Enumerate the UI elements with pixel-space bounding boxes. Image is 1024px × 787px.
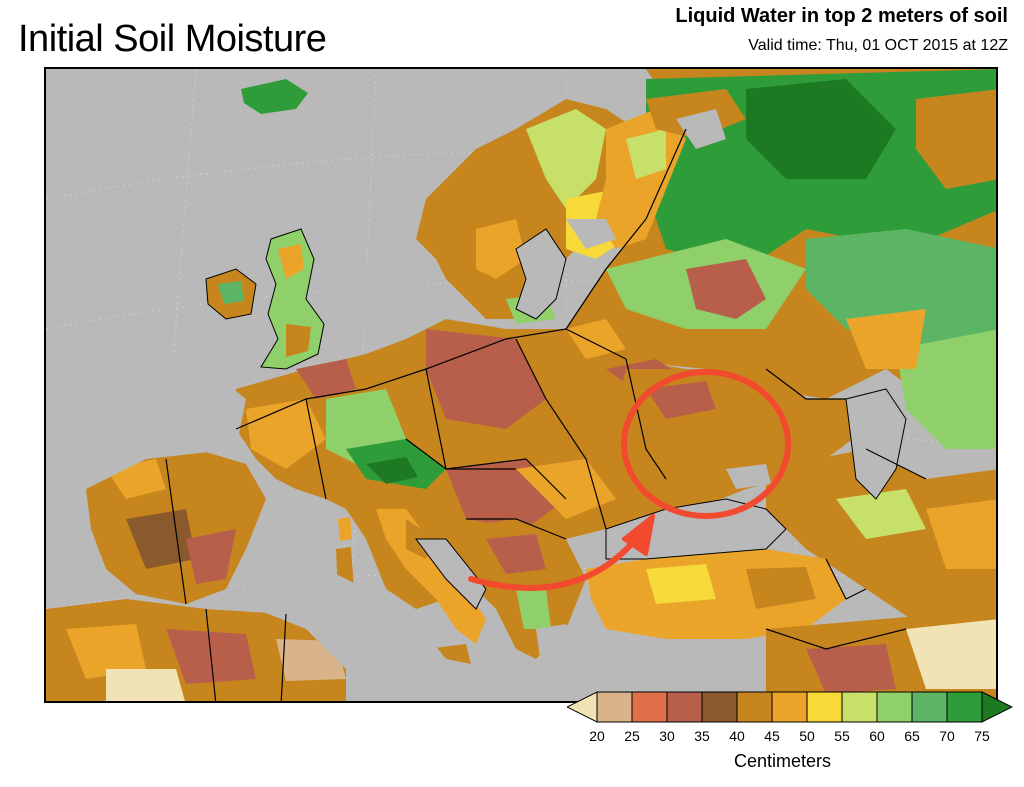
legend-swatch [876,691,913,723]
legend-tick-label: 50 [799,728,815,744]
legend-tick-label: 75 [974,728,990,744]
legend-swatch [911,691,948,723]
legend-unit: Centimeters [734,751,832,771]
seas [46,109,906,701]
legend-swatch [596,691,633,723]
legend-bar [567,691,1013,723]
legend-swatch-high [981,691,1013,723]
valid-time: Valid time: Thu, 01 OCT 2015 at 12Z [748,37,1008,54]
legend-tick-label: 35 [694,728,710,744]
legend-tick-label: 40 [729,728,745,744]
annotation-arrow-shaft [468,536,639,591]
legend-swatch-low [567,691,598,723]
legend-swatch [806,691,843,723]
legend-swatch [771,691,808,723]
highlight-circle [621,369,791,519]
annotation-arrow-head [622,514,655,556]
legend-swatch [841,691,878,723]
legend-swatch [666,691,703,723]
legend-tick-label: 70 [939,728,955,744]
legend-tick-label: 55 [834,728,850,744]
map-canvas [46,69,996,701]
annotation [468,369,791,591]
color-legend [567,687,1013,729]
coastlines [205,228,907,610]
legend-swatch [631,691,668,723]
legend-tick-label: 45 [764,728,780,744]
legend-swatch [736,691,773,723]
map-subtitle: Liquid Water in top 2 meters of soil [675,5,1008,27]
soil-moisture-map [44,67,998,703]
legend-tick-label: 20 [589,728,605,744]
page-title: Initial Soil Moisture [18,18,327,60]
legend-tick-label: 60 [869,728,885,744]
legend-tick-labels: 20 25 30 35 40 45 50 55 60 65 70 75 [567,728,1013,748]
legend-swatch [701,691,738,723]
legend-swatch [946,691,983,723]
legend-tick-label: 25 [624,728,640,744]
legend-tick-label: 65 [904,728,920,744]
country-borders [165,128,927,701]
legend-tick-label: 30 [659,728,675,744]
